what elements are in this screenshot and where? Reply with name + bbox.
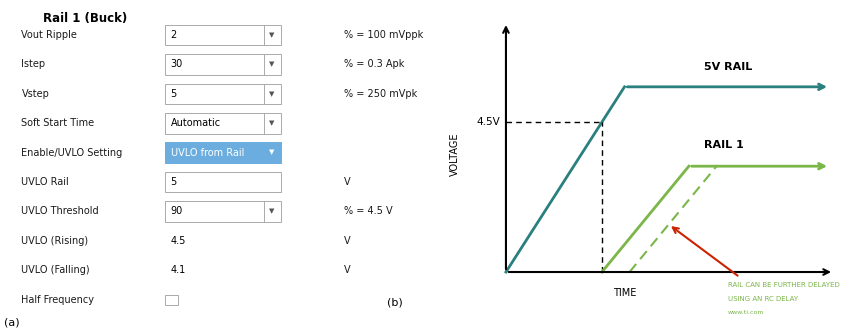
FancyBboxPatch shape (165, 172, 281, 192)
Text: RAIL 1: RAIL 1 (704, 140, 743, 150)
Text: 4.1: 4.1 (170, 265, 186, 275)
Text: ▼: ▼ (269, 150, 275, 156)
Text: 90: 90 (170, 206, 183, 216)
Text: ▼: ▼ (269, 61, 275, 67)
Text: UVLO Threshold: UVLO Threshold (21, 206, 99, 216)
Text: 5: 5 (170, 89, 177, 99)
Text: Automatic: Automatic (170, 118, 221, 128)
Text: ▼: ▼ (269, 120, 275, 126)
Text: % = 4.5 V: % = 4.5 V (344, 206, 393, 216)
Text: ▼: ▼ (269, 32, 275, 38)
Text: UVLO Rail: UVLO Rail (21, 177, 70, 187)
Text: V: V (344, 265, 350, 275)
Text: % = 100 mVppk: % = 100 mVppk (344, 30, 423, 40)
Text: V: V (344, 177, 350, 187)
Text: www.ti.com: www.ti.com (728, 310, 765, 315)
Text: 30: 30 (170, 59, 183, 69)
Text: % = 250 mVpk: % = 250 mVpk (344, 89, 417, 99)
FancyBboxPatch shape (165, 201, 281, 222)
Text: (b): (b) (387, 297, 403, 307)
Text: (a): (a) (4, 317, 20, 327)
Text: Soft Start Time: Soft Start Time (21, 118, 94, 128)
Text: Rail 1 (Buck): Rail 1 (Buck) (43, 12, 127, 25)
Text: Half Frequency: Half Frequency (21, 295, 94, 305)
FancyBboxPatch shape (165, 295, 179, 305)
Text: UVLO (Falling): UVLO (Falling) (21, 265, 90, 275)
Text: UVLO (Rising): UVLO (Rising) (21, 236, 88, 246)
FancyBboxPatch shape (165, 25, 281, 45)
Text: Enable/UVLO Setting: Enable/UVLO Setting (21, 148, 123, 158)
Text: 5V RAIL: 5V RAIL (704, 62, 752, 72)
Text: VOLTAGE: VOLTAGE (449, 133, 460, 176)
Text: 5: 5 (170, 177, 177, 187)
FancyBboxPatch shape (165, 54, 281, 75)
Text: ▼: ▼ (269, 208, 275, 214)
Text: 4.5: 4.5 (170, 236, 186, 246)
Text: 2: 2 (170, 30, 177, 40)
Text: UVLO from Rail: UVLO from Rail (170, 148, 244, 158)
Text: 4.5V: 4.5V (476, 117, 500, 127)
FancyBboxPatch shape (165, 142, 281, 163)
FancyBboxPatch shape (165, 84, 281, 104)
Text: TIME: TIME (612, 288, 637, 298)
Text: V: V (344, 236, 350, 246)
Text: ▼: ▼ (269, 91, 275, 97)
Text: Vstep: Vstep (21, 89, 49, 99)
FancyBboxPatch shape (165, 113, 281, 134)
Text: Vout Ripple: Vout Ripple (21, 30, 77, 40)
Text: Istep: Istep (21, 59, 46, 69)
Text: RAIL CAN BE FURTHER DELAYED: RAIL CAN BE FURTHER DELAYED (728, 282, 840, 288)
Text: % = 0.3 Apk: % = 0.3 Apk (344, 59, 404, 69)
Text: USING AN RC DELAY: USING AN RC DELAY (728, 296, 798, 302)
